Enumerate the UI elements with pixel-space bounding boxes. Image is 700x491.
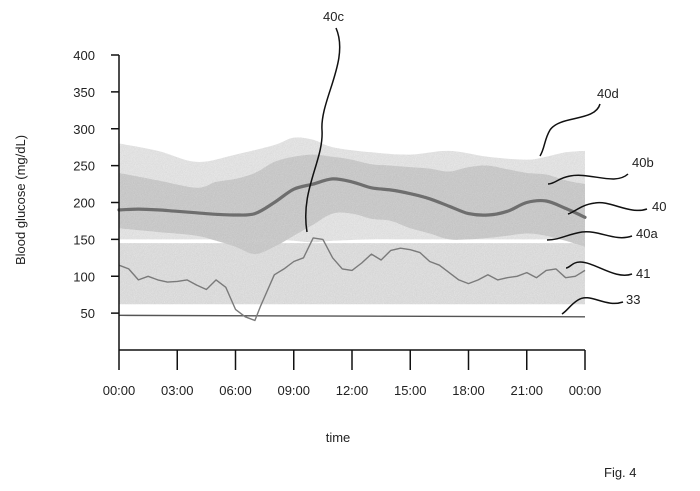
ref-label-40b: 40b (632, 155, 654, 170)
x-axis-ticks: 00:00 03:00 06:00 09:00 12:00 15:00 18:00 21:00… (103, 350, 602, 398)
ref-label-33: 33 (626, 292, 640, 307)
x-tick-label: 21:00 (510, 383, 543, 398)
y-tick-label: 50 (81, 306, 95, 321)
callout-leader-40 (567, 201, 648, 215)
callout-leader-40d (539, 103, 601, 157)
x-tick-label: 06:00 (219, 383, 252, 398)
median-line-40 (117, 177, 587, 219)
y-tick-label: 200 (73, 196, 95, 211)
y-tick-label: 150 (73, 232, 95, 247)
callout-leader-41 (565, 261, 633, 276)
callout-leader-40c (305, 27, 341, 233)
callout-leader-40a (546, 231, 633, 241)
ref-label-40: 40 (652, 199, 666, 214)
ref-label-40a: 40a (636, 226, 658, 241)
reference-labels: 40a 40c 40d 40b 40 40a 41 33 (323, 9, 666, 307)
y-tick-label: 350 (73, 85, 95, 100)
inner-band-40b (119, 154, 585, 255)
y-tick-label: 250 (73, 159, 95, 174)
y-tick-label: 300 (73, 122, 95, 137)
ref-label-41: 41 (636, 266, 650, 281)
target-band-layer (119, 243, 585, 305)
x-tick-label: 12:00 (336, 383, 369, 398)
ref-label-40c: 40c (323, 9, 344, 24)
x-tick-label: 00:00 (569, 383, 602, 398)
glucose-trace-41 (118, 237, 586, 322)
x-tick-label: 09:00 (277, 383, 310, 398)
threshold-line-33 (118, 314, 586, 318)
x-tick-label: 00:00 (103, 383, 136, 398)
callout-leader-33 (561, 297, 624, 315)
callout-leader-40b (547, 173, 629, 185)
x-tick-label: 15:00 (394, 383, 427, 398)
reference-callouts (305, 27, 648, 315)
x-tick-label: 18:00 (452, 383, 485, 398)
y-axis-ticks: 50 100 150 200 250 300 350 400 (73, 48, 119, 321)
y-axis-title: Blood glucose (mg/dL) (13, 135, 28, 265)
target-range-band-40a (119, 243, 585, 305)
figure-label: Fig. 4 (604, 465, 637, 480)
y-tick-label: 100 (73, 269, 95, 284)
x-axis-title: time (326, 430, 351, 445)
ref-label-40d: 40d (597, 86, 619, 101)
y-tick-label: 400 (73, 48, 95, 63)
inner-band-layer (119, 154, 585, 255)
x-tick-label: 03:00 (161, 383, 194, 398)
